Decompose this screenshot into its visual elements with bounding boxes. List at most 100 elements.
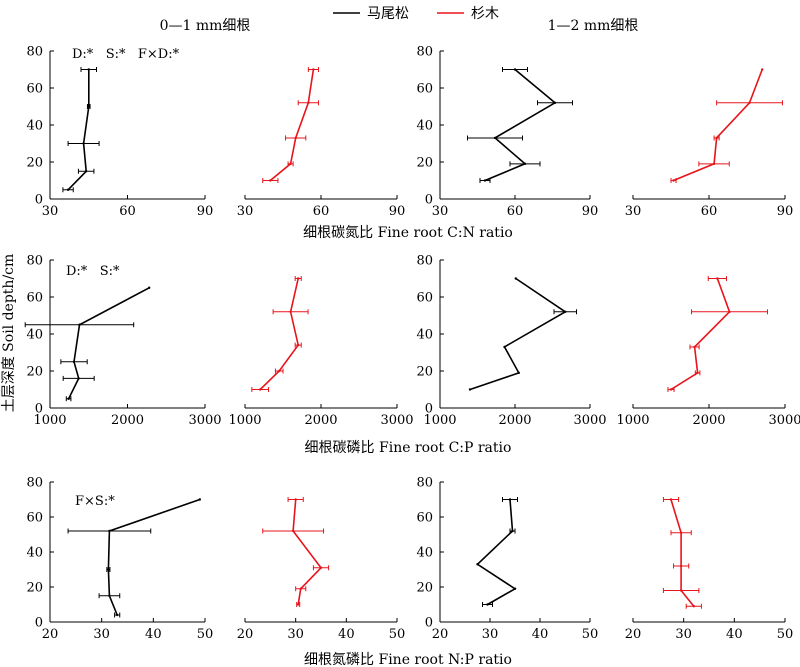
x-tick-label: 90 xyxy=(582,204,599,219)
data-point xyxy=(511,529,514,533)
x-tick-label: 90 xyxy=(197,204,214,219)
x-tick-label: 20 xyxy=(42,627,59,642)
x-tick-label: 1000 xyxy=(616,413,649,428)
data-point xyxy=(669,498,673,501)
data-point xyxy=(692,605,695,608)
x-tick-label: 60 xyxy=(119,204,136,219)
x-tick-label: 30 xyxy=(482,627,499,642)
y-tick-label: 40 xyxy=(26,328,43,343)
y-tick-label: 60 xyxy=(26,291,43,306)
data-point xyxy=(87,68,90,71)
data-point xyxy=(486,603,489,606)
data-point xyxy=(514,277,517,280)
x-tick-label: 1000 xyxy=(423,413,456,428)
x-tick-label: 30 xyxy=(432,204,449,219)
x-tick-label: 3000 xyxy=(188,413,221,428)
data-point xyxy=(513,68,517,71)
y-tick-label: 40 xyxy=(416,328,433,343)
data-point xyxy=(291,529,295,533)
y-tick-label: 80 xyxy=(416,45,433,60)
x-tick-label: 20 xyxy=(237,627,254,642)
x-tick-label: 30 xyxy=(675,627,692,642)
data-point xyxy=(517,371,520,375)
y-tick-label: 80 xyxy=(416,476,433,491)
data-point xyxy=(669,388,673,391)
y-tick-label: 0 xyxy=(35,616,43,631)
row-label-cn: 细根碳氮比 Fine root C:N ratio xyxy=(303,225,513,241)
column-title-left: 0—1 mm细根 xyxy=(160,18,251,34)
x-tick-label: 3000 xyxy=(573,413,606,428)
panel-cn-cunninghamia-0-1mm: 30 60 90 xyxy=(237,67,406,219)
panel-cp-cunninghamia-1-2mm: 1000 2000 3000 xyxy=(616,276,800,428)
data-point xyxy=(198,498,202,501)
y-tick-label: 20 xyxy=(416,581,433,596)
y-tick-label: 60 xyxy=(416,82,433,97)
data-point xyxy=(476,563,479,566)
data-point xyxy=(107,568,110,571)
x-tick-label: 20 xyxy=(625,627,642,642)
x-tick-label: 1000 xyxy=(228,413,261,428)
legend-label-black: 马尾松 xyxy=(367,6,409,22)
y-tick-label: 0 xyxy=(425,616,433,631)
y-tick-label: 0 xyxy=(35,193,43,208)
data-point xyxy=(84,170,88,173)
annotation-cn: D:* S:* F×D:* xyxy=(72,47,180,62)
data-point xyxy=(289,310,292,313)
series-line xyxy=(107,498,201,616)
y-tick-label: 40 xyxy=(26,546,43,561)
x-tick-label: 30 xyxy=(93,627,110,642)
data-point xyxy=(297,277,300,280)
x-tick-label: 60 xyxy=(507,204,524,219)
y-tick-label: 0 xyxy=(425,402,433,417)
data-point xyxy=(503,345,506,349)
data-point xyxy=(297,343,300,347)
data-point xyxy=(108,529,111,533)
x-tick-label: 50 xyxy=(197,627,214,642)
data-point xyxy=(679,531,683,534)
row-label-np: 细根氮磷比 Fine root N:P ratio xyxy=(304,652,512,667)
x-tick-label: 30 xyxy=(42,204,59,219)
y-tick-label: 40 xyxy=(416,546,433,561)
x-tick-label: 60 xyxy=(313,204,330,219)
legend-label-red: 杉木 xyxy=(471,6,499,22)
data-point xyxy=(82,142,85,145)
data-point xyxy=(679,564,683,568)
data-point xyxy=(294,498,297,501)
data-point xyxy=(553,101,557,105)
y-tick-label: 0 xyxy=(35,402,43,417)
data-point xyxy=(716,277,719,280)
annotation-np: F×S:* xyxy=(75,494,115,509)
x-tick-label: 40 xyxy=(338,627,355,642)
y-tick-label: 40 xyxy=(416,119,433,134)
data-point xyxy=(67,397,70,400)
data-point xyxy=(748,101,751,105)
data-point xyxy=(523,162,527,166)
data-point xyxy=(297,603,300,606)
x-tick-label: 2000 xyxy=(111,413,144,428)
data-point xyxy=(672,179,675,182)
y-tick-label: 60 xyxy=(26,511,43,526)
y-tick-label: 80 xyxy=(26,45,43,60)
x-tick-label: 40 xyxy=(532,627,549,642)
data-point xyxy=(715,136,718,140)
x-tick-label: 40 xyxy=(145,627,162,642)
data-point xyxy=(508,498,512,501)
data-point xyxy=(108,594,111,597)
y-tick-label: 20 xyxy=(416,365,433,380)
x-tick-label: 90 xyxy=(389,204,406,219)
panel-cn-pinus-0-1mm: 30 60 90 0 20 40 60 80 xyxy=(26,45,213,220)
y-tick-label: 60 xyxy=(416,511,433,526)
x-tick-label: 3000 xyxy=(380,413,413,428)
y-tick-label: 20 xyxy=(416,156,433,171)
data-point xyxy=(728,310,731,313)
x-tick-label: 20 xyxy=(432,627,449,642)
panel-np-cunninghamia-0-1mm: 20 30 40 50 xyxy=(237,497,405,642)
x-tick-label: 30 xyxy=(237,204,254,219)
data-point xyxy=(307,101,310,105)
x-tick-label: 30 xyxy=(287,627,304,642)
data-point xyxy=(761,68,764,71)
data-point xyxy=(319,566,323,569)
y-tick-label: 40 xyxy=(26,119,43,134)
y-tick-label: 60 xyxy=(416,291,433,306)
